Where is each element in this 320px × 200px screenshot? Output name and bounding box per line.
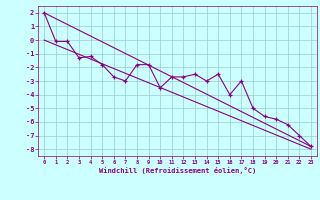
X-axis label: Windchill (Refroidissement éolien,°C): Windchill (Refroidissement éolien,°C) bbox=[99, 167, 256, 174]
